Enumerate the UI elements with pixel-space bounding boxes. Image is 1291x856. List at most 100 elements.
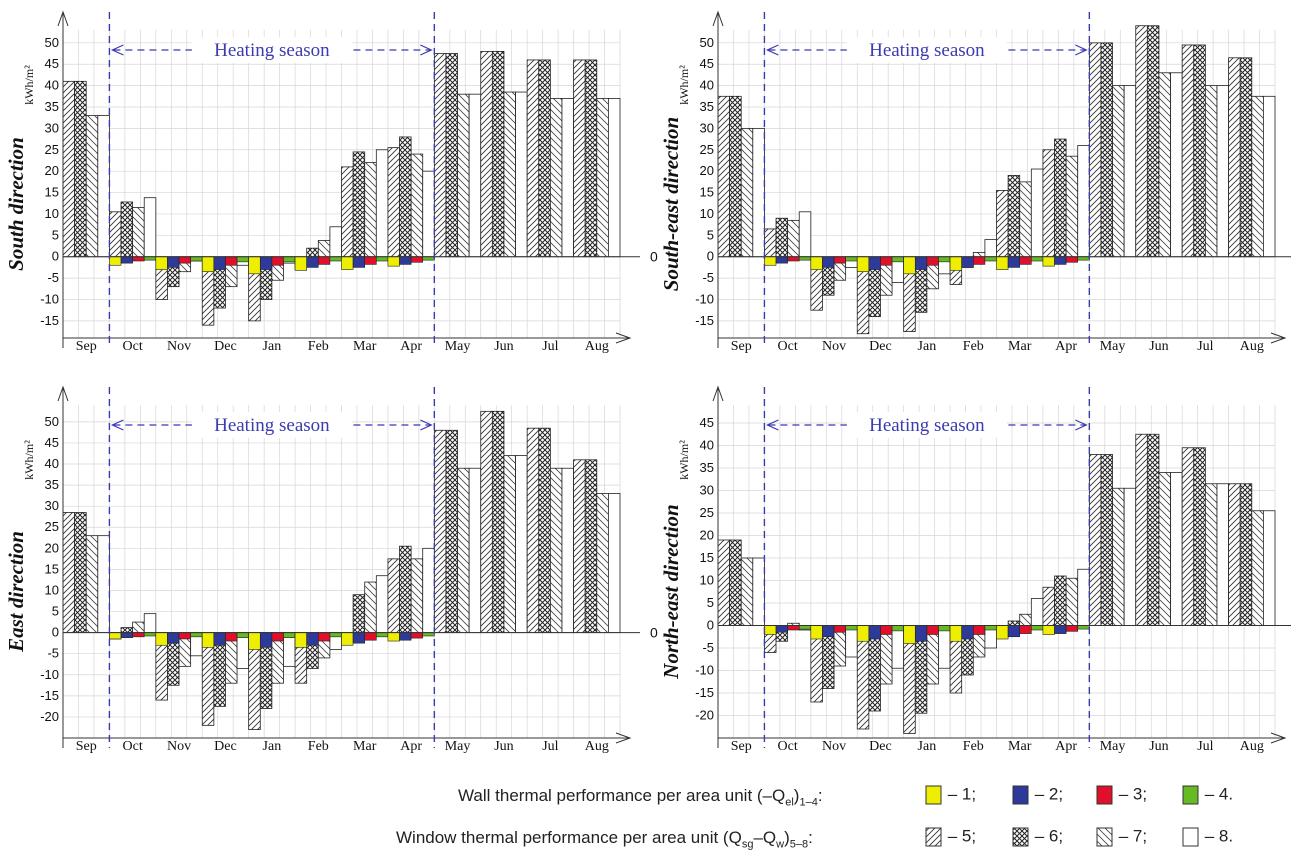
wall-bar-series-3 [317, 256, 331, 265]
window-bar-series-6 [729, 539, 742, 626]
wall-bar-series-2 [259, 632, 273, 648]
wall-bar-series-1 [109, 256, 122, 266]
window-bar-series-5 [1135, 25, 1148, 258]
window-bar-series-5 [62, 512, 76, 634]
legend-swatch-hatch-back [1096, 827, 1113, 847]
x-tick-label: Mar [353, 739, 377, 754]
wall-bar-series-2 [914, 625, 928, 642]
wall-bar-series-3 [1065, 625, 1079, 632]
wall-bar-series-4 [1077, 625, 1090, 630]
legend-swatch-empty [1182, 827, 1199, 847]
heating-label-bg [191, 37, 352, 63]
wall-bar-series-2 [914, 256, 928, 270]
window-bar-series-8 [468, 467, 482, 634]
window-bar-series-5 [109, 211, 122, 258]
x-tick-label: Jan [918, 339, 937, 354]
x-axis-arrow [615, 332, 632, 344]
y-tick-label: 0 [52, 249, 59, 264]
chart-title: East direction [4, 531, 28, 653]
heating-label-bg [846, 37, 1007, 63]
wall-bar-series-2 [213, 632, 226, 646]
y-tick-label: 25 [700, 505, 714, 520]
x-tick-label: Mar [353, 339, 377, 354]
window-bar-series-5 [387, 147, 400, 258]
y-tick-label: 15 [45, 185, 59, 200]
zero-label: 0 [650, 249, 658, 265]
wall-bar-series-3 [1019, 256, 1032, 265]
wall-bar-series-3 [972, 625, 986, 635]
window-bar-series-8 [1216, 85, 1229, 258]
y-tick-label: 45 [45, 435, 59, 450]
wall-bar-series-3 [317, 632, 331, 642]
y-tick-label: 25 [700, 142, 714, 157]
y-tick-label: -10 [40, 292, 59, 307]
heating-label-bg [191, 412, 352, 438]
y-tick-label: 0 [52, 625, 59, 640]
heating-arrow-right [1075, 44, 1088, 56]
window-bar-series-6 [120, 627, 134, 634]
y-tick-label: -15 [695, 685, 714, 700]
window-bar-series-5 [717, 95, 731, 258]
window-bar-series-8 [752, 127, 765, 258]
wall-bar-series-3 [926, 256, 939, 266]
y-tick-label: 45 [45, 56, 59, 71]
x-tick-label: Jul [1197, 739, 1213, 754]
window-bar-series-7 [740, 127, 754, 258]
chart-title: South direction [4, 137, 28, 271]
wall-bar-series-3 [880, 256, 893, 266]
wall-bar-series-4 [236, 632, 249, 638]
wall-bar-series-2 [822, 625, 835, 638]
wall-bar-series-4 [984, 625, 997, 631]
wall-bar-series-1 [155, 632, 168, 646]
wall-bar-series-2 [306, 632, 319, 646]
window-bar-series-6 [120, 201, 134, 258]
legend-item-1: – 1; [925, 784, 976, 806]
window-bar-series-5 [1181, 447, 1195, 626]
window-bar-series-8 [607, 98, 621, 258]
window-bar-series-6 [775, 217, 789, 258]
wall-bar-series-4 [798, 256, 812, 261]
window-bar-series-8 [1216, 483, 1229, 626]
wall-bar-series-3 [132, 632, 145, 638]
wall-bar-series-1 [109, 632, 122, 640]
wall-bar-series-1 [294, 256, 307, 271]
x-tick-label: Apr [400, 739, 422, 754]
wall-bar-series-1 [810, 256, 823, 270]
y-tick-label: -20 [695, 708, 714, 723]
wall-bar-series-2 [213, 256, 226, 270]
x-tick-label: Feb [308, 739, 329, 754]
wall-bar-series-2 [352, 632, 366, 644]
wall-bar-series-1 [996, 625, 1009, 640]
heating-arrow-left [765, 419, 779, 431]
x-axis-arrow [1270, 332, 1287, 344]
wall-bar-series-1 [201, 256, 215, 272]
window-bar-series-8 [468, 93, 482, 258]
legend-swatch-hatch-forward [925, 827, 942, 847]
x-tick-label: Jan [918, 739, 937, 754]
wall-bar-series-4 [376, 256, 389, 262]
wall-bar-series-1 [248, 632, 261, 650]
y-tick-label: 5 [52, 227, 59, 242]
x-tick-label: Aug [585, 739, 609, 754]
y-tick-label: 25 [45, 519, 59, 534]
window-bar-series-7 [596, 98, 609, 258]
x-axis-arrow [1270, 732, 1287, 744]
window-bar-series-6 [491, 410, 505, 634]
y-tick-label: 20 [700, 528, 714, 543]
window-bar-series-7 [1112, 487, 1125, 626]
wall-bar-series-1 [1042, 256, 1055, 267]
window-bar-series-5 [526, 427, 540, 634]
wall-bar-series-2 [868, 625, 881, 640]
x-tick-label: Oct [778, 339, 798, 354]
x-tick-label: Apr [1055, 339, 1077, 354]
window-bar-series-6 [1007, 175, 1021, 258]
wall-bar-series-3 [364, 632, 377, 641]
heating-arrow-right [420, 419, 433, 431]
wall-bar-series-4 [283, 256, 296, 263]
x-tick-label: Dec [214, 339, 237, 354]
heating-season-label: Heating season [869, 415, 985, 436]
x-tick-label: Feb [308, 339, 329, 354]
y-axis-arrow [57, 10, 69, 27]
y-tick-label: -15 [695, 313, 714, 328]
x-tick-label: Dec [869, 739, 892, 754]
